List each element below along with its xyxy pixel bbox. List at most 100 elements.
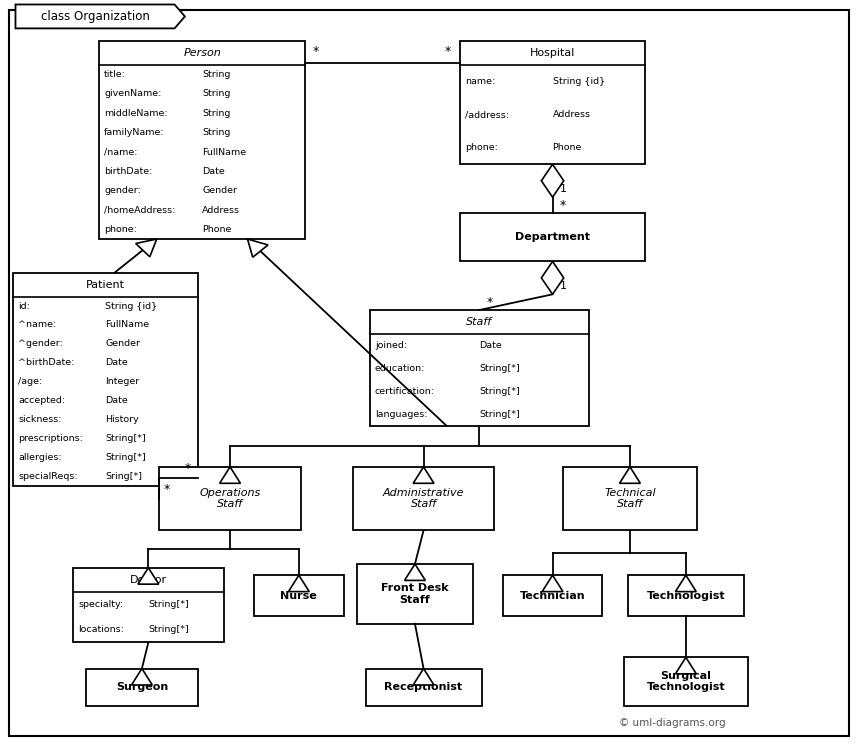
Bar xyxy=(86,669,198,706)
Text: *: * xyxy=(487,297,493,309)
Text: ^name:: ^name: xyxy=(18,320,56,329)
Text: Integer: Integer xyxy=(105,377,139,386)
Text: locations:: locations: xyxy=(78,625,124,634)
Polygon shape xyxy=(15,4,185,28)
Polygon shape xyxy=(542,164,564,197)
Text: Surgeon: Surgeon xyxy=(116,682,168,692)
Text: allergies:: allergies: xyxy=(18,453,62,462)
Text: Phone: Phone xyxy=(202,225,231,234)
Text: FullName: FullName xyxy=(202,147,246,157)
Polygon shape xyxy=(288,575,310,592)
Text: title:: title: xyxy=(104,70,126,79)
Bar xyxy=(73,568,224,642)
Text: Department: Department xyxy=(515,232,590,242)
Polygon shape xyxy=(675,575,697,592)
Text: String: String xyxy=(202,128,230,137)
Bar xyxy=(99,41,305,239)
Text: Nurse: Nurse xyxy=(280,591,317,601)
Text: /address:: /address: xyxy=(465,110,509,120)
Bar xyxy=(353,467,494,530)
Text: *: * xyxy=(312,45,318,58)
Bar xyxy=(13,273,198,486)
Polygon shape xyxy=(619,467,641,483)
Polygon shape xyxy=(248,239,268,257)
Text: certification:: certification: xyxy=(375,387,435,396)
Bar xyxy=(628,575,744,616)
Text: languages:: languages: xyxy=(375,410,427,419)
Text: class Organization: class Organization xyxy=(40,10,150,23)
Bar xyxy=(460,213,645,261)
Text: String[*]: String[*] xyxy=(480,410,520,419)
Text: name:: name: xyxy=(465,77,495,86)
Text: phone:: phone: xyxy=(104,225,137,234)
Text: familyName:: familyName: xyxy=(104,128,164,137)
Bar xyxy=(254,575,344,616)
Polygon shape xyxy=(675,657,697,674)
Text: String {id}: String {id} xyxy=(553,77,605,86)
Text: Staff: Staff xyxy=(466,317,493,327)
Polygon shape xyxy=(542,575,563,592)
Text: prescriptions:: prescriptions: xyxy=(18,434,83,443)
Text: Date: Date xyxy=(105,359,128,368)
Text: ^birthDate:: ^birthDate: xyxy=(18,359,75,368)
Text: *: * xyxy=(163,483,169,496)
Text: /homeAddress:: /homeAddress: xyxy=(104,205,175,214)
Text: 1: 1 xyxy=(560,281,567,291)
Polygon shape xyxy=(219,467,241,483)
Text: education:: education: xyxy=(375,364,426,373)
Text: Technical
Staff: Technical Staff xyxy=(604,488,656,509)
Text: String {id}: String {id} xyxy=(105,302,157,311)
Text: Hospital: Hospital xyxy=(530,48,575,58)
Text: givenName:: givenName: xyxy=(104,90,162,99)
Text: Phone: Phone xyxy=(553,143,582,152)
Text: String[*]: String[*] xyxy=(480,387,520,396)
Text: sickness:: sickness: xyxy=(18,415,62,424)
Polygon shape xyxy=(542,261,564,294)
Text: Surgical
Technologist: Surgical Technologist xyxy=(647,671,725,692)
Text: gender:: gender: xyxy=(104,186,141,195)
Bar xyxy=(366,669,482,706)
Text: Date: Date xyxy=(202,167,224,176)
Polygon shape xyxy=(132,669,152,685)
Text: Sring[*]: Sring[*] xyxy=(105,471,143,480)
Text: 1: 1 xyxy=(560,184,567,194)
Text: © uml-diagrams.org: © uml-diagrams.org xyxy=(619,719,726,728)
Text: String[*]: String[*] xyxy=(480,364,520,373)
Text: History: History xyxy=(105,415,139,424)
Text: *: * xyxy=(560,199,566,212)
Text: Technician: Technician xyxy=(519,591,586,601)
Polygon shape xyxy=(413,467,434,483)
Text: Doctor: Doctor xyxy=(130,574,167,585)
Text: Date: Date xyxy=(105,396,128,405)
Text: String[*]: String[*] xyxy=(148,600,189,609)
Bar xyxy=(563,467,697,530)
Text: FullName: FullName xyxy=(105,320,150,329)
Text: accepted:: accepted: xyxy=(18,396,65,405)
Text: Person: Person xyxy=(183,48,221,58)
Text: specialReqs:: specialReqs: xyxy=(18,471,77,480)
Text: Operations
Staff: Operations Staff xyxy=(200,488,261,509)
Bar xyxy=(460,41,645,164)
Bar xyxy=(357,564,473,624)
Text: ^gender:: ^gender: xyxy=(18,339,63,348)
Text: phone:: phone: xyxy=(465,143,498,152)
Text: Date: Date xyxy=(480,341,502,350)
Text: Receptionist: Receptionist xyxy=(384,682,463,692)
Text: birthDate:: birthDate: xyxy=(104,167,152,176)
Text: specialty:: specialty: xyxy=(78,600,123,609)
Text: String[*]: String[*] xyxy=(105,434,146,443)
Text: Administrative
Staff: Administrative Staff xyxy=(383,488,464,509)
Polygon shape xyxy=(136,239,157,257)
Text: String[*]: String[*] xyxy=(105,453,146,462)
Text: Front Desk
Staff: Front Desk Staff xyxy=(381,583,449,604)
Text: Technologist: Technologist xyxy=(647,591,725,601)
Polygon shape xyxy=(138,568,159,584)
Text: String[*]: String[*] xyxy=(148,625,189,634)
Text: String: String xyxy=(202,70,230,79)
Text: Address: Address xyxy=(202,205,240,214)
Text: /name:: /name: xyxy=(104,147,138,157)
Text: middleName:: middleName: xyxy=(104,109,168,118)
Bar xyxy=(370,310,589,426)
Text: *: * xyxy=(185,462,191,475)
Text: String: String xyxy=(202,109,230,118)
